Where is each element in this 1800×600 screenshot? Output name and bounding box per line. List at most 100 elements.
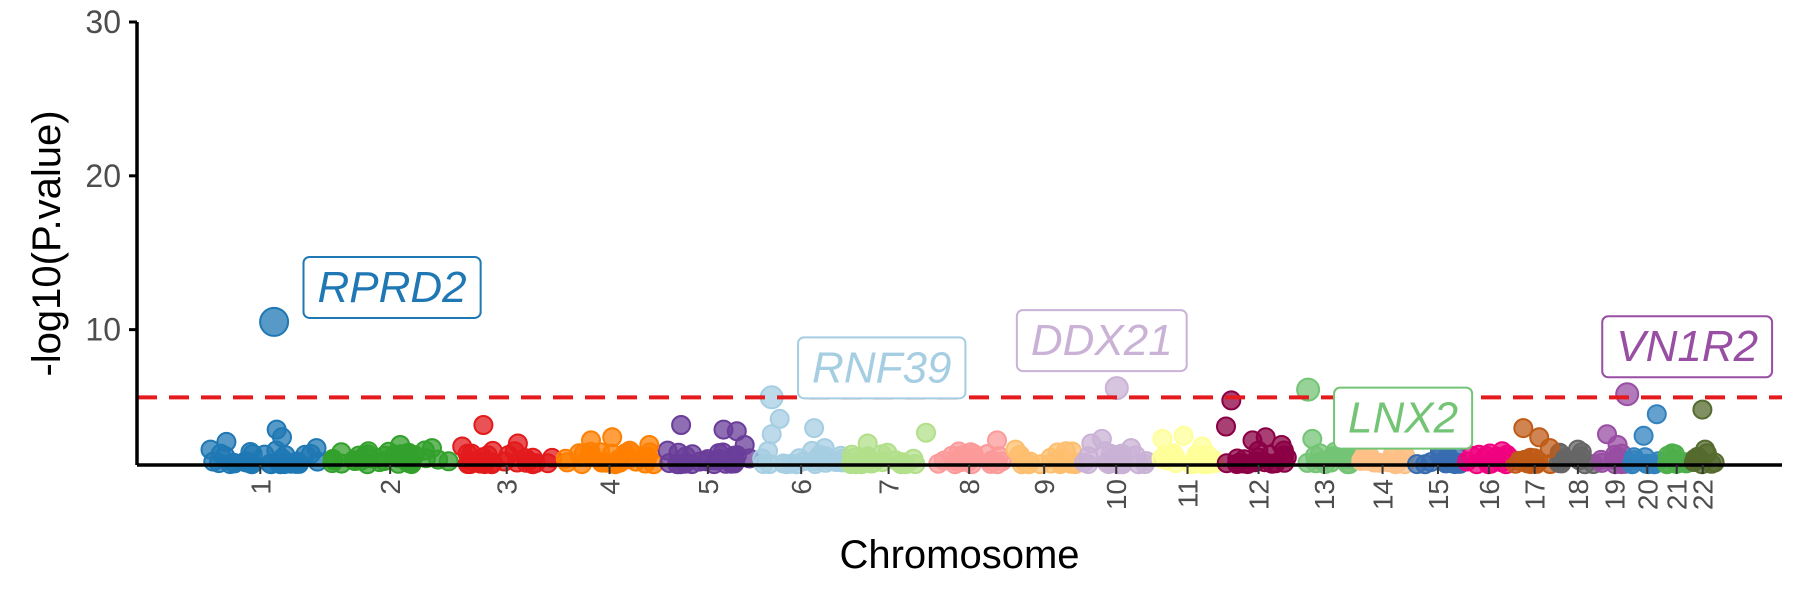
x-tick-label-chr-3: 3	[492, 479, 523, 495]
snp-point	[814, 438, 835, 459]
snp-point	[1246, 451, 1267, 472]
x-tick-label-chr-22: 22	[1688, 479, 1719, 510]
snp-point	[1005, 439, 1026, 460]
snp-point	[804, 418, 825, 439]
x-tick-label-chr-7: 7	[874, 479, 905, 495]
snp-point	[390, 435, 411, 455]
snp-point	[1192, 436, 1213, 457]
snp-point	[1255, 427, 1276, 448]
snp-point	[452, 436, 473, 457]
snp-point	[1227, 448, 1248, 469]
x-tick-label-chr-2: 2	[375, 479, 406, 495]
snp-point	[1664, 444, 1685, 465]
snp-point	[358, 441, 379, 462]
snp-point	[668, 442, 689, 463]
x-tick-label-chr-14: 14	[1368, 479, 1399, 510]
gene-label-lnx2: LNX2	[1333, 386, 1474, 450]
snp-point	[1091, 428, 1112, 449]
x-tick-label-chr-19: 19	[1600, 479, 1631, 510]
snp-point	[1539, 438, 1560, 459]
snp-point	[272, 427, 292, 448]
gene-label-box	[1333, 386, 1474, 450]
gene-label-text: LNX2	[1348, 394, 1458, 443]
snp-point	[601, 443, 622, 464]
snp-point	[581, 430, 601, 451]
gene-label-text: RPRD2	[317, 263, 466, 312]
snp-point	[941, 445, 962, 466]
x-tick-label-chr-15: 15	[1423, 479, 1454, 510]
snp-point	[422, 438, 442, 459]
hit-point-vn1r2	[1615, 382, 1640, 407]
y-tick-label: 20	[85, 158, 121, 194]
snp-point	[734, 435, 755, 455]
x-tick-label-chr-21: 21	[1662, 479, 1693, 510]
x-tick-label-chr-11: 11	[1173, 479, 1204, 508]
x-tick-label-chr-13: 13	[1309, 479, 1340, 510]
snp-point	[1567, 439, 1588, 460]
snp-point	[1607, 435, 1628, 455]
x-tick-label-chr-6: 6	[786, 479, 817, 495]
snp-point	[306, 438, 327, 459]
snp-point	[1633, 425, 1654, 446]
snp-point	[712, 442, 733, 463]
y-axis-ticks: 10 20 30	[85, 4, 137, 348]
snp-point	[322, 453, 343, 474]
snp-point	[639, 435, 660, 455]
y-axis-title: -log10(P.value)	[25, 110, 69, 376]
snp-point	[401, 451, 421, 472]
snp-point	[1102, 452, 1123, 472]
x-tick-label-chr-20: 20	[1632, 479, 1663, 510]
snp-point	[507, 433, 528, 454]
gene-label-text: VN1R2	[1616, 322, 1758, 371]
x-tick-label-chr-9: 9	[1029, 479, 1060, 495]
snp-point	[1271, 435, 1292, 455]
snp-point	[857, 433, 878, 454]
gene-label-box	[797, 336, 967, 400]
snp-point	[1513, 418, 1534, 439]
snp-point	[761, 424, 782, 445]
x-tick-label-chr-1: 1	[245, 479, 276, 495]
x-tick-label-chr-10: 10	[1101, 479, 1132, 510]
snp-point	[1121, 438, 1142, 459]
x-tick-label-chr-5: 5	[693, 479, 724, 495]
snp-point	[1695, 439, 1716, 460]
gene-label-text: RNF39	[812, 343, 951, 392]
snp-point	[216, 431, 237, 452]
snp-point	[473, 415, 494, 435]
x-tick-label-chr-16: 16	[1474, 479, 1505, 510]
snp-point	[1173, 425, 1194, 446]
snp-point	[769, 408, 790, 429]
x-tick-label-chr-18: 18	[1563, 479, 1594, 510]
snp-point	[1216, 416, 1236, 437]
snp-point	[1055, 441, 1076, 462]
x-tick-label-chr-8: 8	[954, 479, 985, 495]
hit-point-rprd2	[259, 306, 290, 337]
x-tick-label-chr-17: 17	[1520, 479, 1551, 510]
snp-point	[200, 439, 221, 460]
snp-point	[1646, 404, 1667, 425]
snp-point	[602, 427, 623, 448]
snp-point	[1152, 428, 1173, 449]
gene-label-ddx21: DDX21	[1015, 309, 1188, 373]
snp-point	[1221, 390, 1242, 411]
gene-label-rprd2: RPRD2	[302, 255, 482, 319]
snp-point	[987, 430, 1007, 451]
snp-point	[1692, 399, 1713, 420]
gene-label-box	[302, 255, 482, 319]
x-tick-label-chr-12: 12	[1244, 479, 1275, 510]
y-tick-label: 30	[85, 4, 121, 40]
x-axis-title: Chromosome	[839, 533, 1079, 577]
snp-point	[620, 441, 641, 462]
gene-label-text: DDX21	[1031, 316, 1173, 365]
snp-point	[1163, 443, 1184, 464]
snp-point	[689, 451, 710, 472]
snp-point	[1302, 428, 1323, 449]
snp-point	[916, 422, 936, 443]
gene-label-vn1r2: VN1R2	[1601, 315, 1774, 379]
gene-label-box	[1601, 315, 1774, 379]
snp-point	[287, 451, 307, 472]
snp-point	[1305, 445, 1325, 466]
hit-point-lnx2	[1296, 377, 1321, 402]
